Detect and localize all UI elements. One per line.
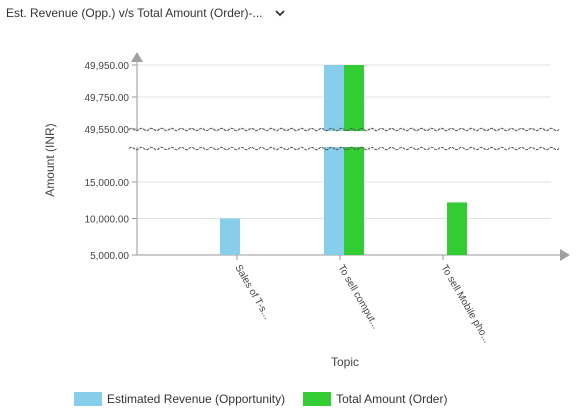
legend-item-estimated-revenue[interactable]: Estimated Revenue (Opportunity) xyxy=(74,392,285,406)
chevron-down-icon[interactable] xyxy=(273,6,287,20)
bar xyxy=(344,65,364,255)
x-axis-arrow-icon xyxy=(560,249,570,261)
legend-swatch xyxy=(303,392,332,406)
legend-swatch xyxy=(74,392,102,406)
bar xyxy=(324,65,344,255)
y-tick-label: 15,000.00 xyxy=(85,178,130,189)
axis-break-line xyxy=(128,146,560,151)
chart-plot: 5,000.00 10,000.00 15,000.00 49,550.00 49,75… xyxy=(43,52,570,369)
bar xyxy=(447,202,467,255)
x-tick-label: To sell Mobile pho... xyxy=(438,263,492,345)
y-tick-label: 49,950.00 xyxy=(85,61,130,72)
y-tick-label: 49,550.00 xyxy=(85,125,130,136)
legend-label: Estimated Revenue (Opportunity) xyxy=(107,392,286,406)
legend-label: Total Amount (Order) xyxy=(336,392,448,406)
chart-header: Est. Revenue (Opp.) v/s Total Amount (Or… xyxy=(6,4,287,22)
x-tick-label: Sales of T-s... xyxy=(232,263,272,321)
bar xyxy=(220,218,240,255)
axis-break-band xyxy=(129,131,549,147)
legend-item-total-amount[interactable]: Total Amount (Order) xyxy=(303,392,447,406)
y-tick-label: 5,000.00 xyxy=(90,251,129,262)
chart-title: Est. Revenue (Opp.) v/s Total Amount (Or… xyxy=(6,6,263,20)
chart-legend: Estimated Revenue (Opportunity) Total Am… xyxy=(74,390,465,408)
y-tick-label: 10,000.00 xyxy=(85,215,130,226)
y-tick-label: 49,750.00 xyxy=(85,93,130,104)
y-axis-arrow-icon xyxy=(131,52,143,62)
x-axis-title: Topic xyxy=(331,355,359,369)
x-tick-label: To sell comput... xyxy=(335,263,381,331)
y-axis-title: Amount (INR) xyxy=(43,123,57,196)
axis-break-line xyxy=(128,127,560,132)
